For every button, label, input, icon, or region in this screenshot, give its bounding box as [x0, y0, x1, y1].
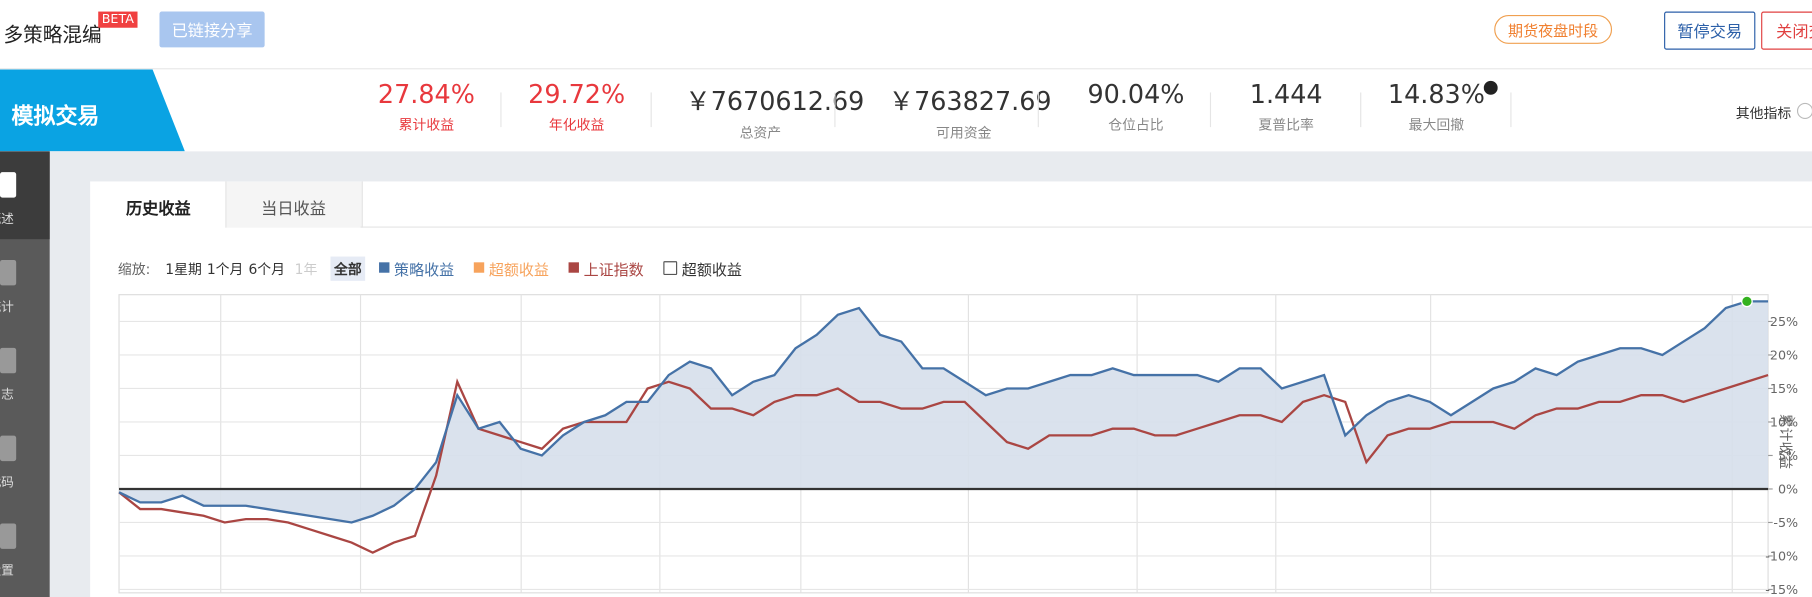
legend-label[interactable]: 上证指数	[583, 262, 644, 280]
metric: 29.72% 年化收益	[502, 81, 652, 134]
metric: 14.83% 最大回撤	[1361, 81, 1511, 134]
tab[interactable]: 当日收益	[261, 199, 326, 219]
zoom-label: 缩放:	[117, 261, 151, 278]
metric-value: 1.444	[1249, 80, 1323, 110]
metric: 27.84% 累计收益	[351, 81, 501, 134]
sidebar-label: 概述	[0, 211, 14, 227]
sidebar-label: 统计	[0, 299, 14, 315]
series-line	[118, 300, 1769, 524]
sidebar-icon	[0, 260, 17, 286]
more-metrics[interactable]: 其他指标	[1735, 105, 1792, 122]
metric-value: 27.84%	[377, 80, 475, 110]
help-icon	[1483, 80, 1498, 95]
area	[119, 301, 1769, 523]
separator	[1037, 92, 1039, 128]
separator	[650, 92, 652, 128]
series-line	[118, 373, 1769, 554]
pause-button[interactable]: 暂停交易	[1664, 11, 1756, 50]
beta-badge: BETA	[98, 11, 138, 28]
sidebar-item[interactable]: 代码	[0, 415, 50, 503]
legend-label[interactable]: 超额收益	[488, 262, 549, 280]
metric: ￥7670612.69 总资产	[685, 81, 865, 142]
legend-swatch	[568, 262, 579, 273]
legend-swatch	[379, 262, 390, 273]
more-icon	[1796, 102, 1812, 120]
metric-label: 夏普比率	[1258, 116, 1314, 133]
metric-label: 最大回撤	[1408, 116, 1465, 133]
metric: 90.04% 仓位占比	[1061, 81, 1211, 134]
sidebar-icon	[0, 172, 17, 198]
y-tick-label: 20%	[1770, 348, 1798, 363]
separator	[1510, 92, 1512, 128]
divider	[0, 68, 1812, 70]
separator	[1209, 92, 1212, 128]
zoom-option[interactable]: 6个月	[248, 261, 286, 278]
y-tick-label: 15%	[1770, 381, 1798, 396]
metric-label: 总资产	[739, 124, 782, 141]
checkbox-label[interactable]: 超额收益	[681, 262, 742, 280]
metric-value: ￥7670612.69	[685, 87, 865, 117]
tab[interactable]: 历史收益	[125, 199, 191, 219]
close-button[interactable]: 关闭交易	[1761, 11, 1812, 50]
y-tick-label: 10%	[1770, 415, 1798, 430]
y-tick-label: 25%	[1770, 314, 1798, 329]
y-tick-label: -15%	[1765, 582, 1798, 597]
zoom-option[interactable]: 1星期	[165, 261, 202, 278]
metric: ￥763827.69 可用资金	[888, 81, 1052, 142]
y-tick-label: -10%	[1765, 549, 1798, 564]
app-title: 多策略混编	[3, 24, 102, 48]
checkbox[interactable]	[663, 261, 678, 276]
sidebar-label: 日志	[0, 387, 14, 403]
y-tick-label: -5%	[1773, 515, 1798, 530]
drawdown-marker	[1741, 295, 1753, 308]
tab-bg	[225, 181, 363, 228]
sidebar-icon	[0, 435, 17, 462]
metric: 1.444 夏普比率	[1211, 81, 1361, 134]
zoom-option[interactable]: 全部	[330, 256, 366, 281]
separator	[500, 92, 502, 128]
y-axis-label: 累计收益	[1777, 414, 1793, 470]
zoom-option[interactable]: 1年	[294, 261, 318, 278]
tab-line	[360, 226, 1812, 228]
separator	[834, 92, 836, 128]
legend-label[interactable]: 策略收益	[394, 262, 455, 280]
sidebar-icon	[0, 523, 17, 549]
sidebar-label: 设置	[0, 562, 14, 578]
metric-value: 14.83%	[1387, 80, 1485, 110]
metric-label: 累计收益	[398, 116, 455, 133]
mode-banner	[0, 69, 185, 152]
metric-label: 仓位占比	[1108, 116, 1164, 133]
y-tick-label: 5%	[1778, 448, 1798, 463]
sidebar-item[interactable]: 统计	[0, 239, 50, 327]
zoom-option[interactable]: 1个月	[206, 261, 244, 278]
metric-value: ￥763827.69	[888, 87, 1052, 117]
metric-value: 29.72%	[528, 80, 626, 110]
legend-swatch	[473, 262, 485, 273]
sidebar-item[interactable]: 概述	[0, 151, 50, 240]
separator	[1360, 92, 1362, 128]
y-tick-label: 0%	[1778, 482, 1798, 497]
share-button[interactable]: 已链接分享	[159, 11, 265, 48]
metric-label: 年化收益	[548, 116, 605, 133]
sidebar-label: 代码	[0, 474, 14, 490]
metric-label: 可用资金	[936, 124, 992, 141]
sidebar-item[interactable]: 设置	[0, 503, 50, 591]
metric-value: 90.04%	[1087, 80, 1185, 110]
sidebar-item[interactable]: 日志	[0, 327, 50, 415]
sidebar-icon	[0, 347, 17, 374]
mode-label: 模拟交易	[11, 104, 100, 130]
notice-pill[interactable]: 期货夜盘时段	[1494, 15, 1613, 44]
